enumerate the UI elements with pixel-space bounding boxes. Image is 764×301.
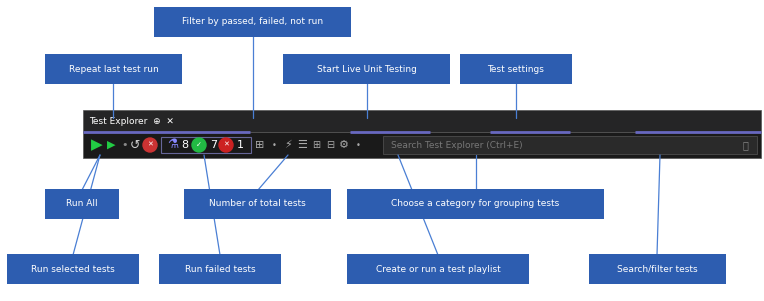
- Text: ☰: ☰: [297, 140, 307, 150]
- Text: Test Explorer  ⊕  ✕: Test Explorer ⊕ ✕: [89, 116, 174, 126]
- Text: Number of total tests: Number of total tests: [209, 200, 306, 209]
- Text: Start Live Unit Testing: Start Live Unit Testing: [316, 64, 416, 73]
- Text: Choose a category for grouping tests: Choose a category for grouping tests: [391, 200, 559, 209]
- Text: Repeat last test run: Repeat last test run: [69, 64, 158, 73]
- FancyBboxPatch shape: [460, 54, 572, 84]
- FancyBboxPatch shape: [83, 110, 761, 132]
- Text: Create or run a test playlist: Create or run a test playlist: [376, 265, 500, 274]
- Text: 🔍: 🔍: [742, 140, 748, 150]
- Text: ⊞: ⊞: [255, 140, 264, 150]
- Text: Run failed tests: Run failed tests: [185, 265, 255, 274]
- FancyBboxPatch shape: [83, 132, 761, 158]
- Text: ✕: ✕: [223, 142, 229, 148]
- Text: Search Test Explorer (Ctrl+E): Search Test Explorer (Ctrl+E): [391, 141, 523, 150]
- FancyBboxPatch shape: [283, 54, 450, 84]
- Text: 7: 7: [210, 140, 217, 150]
- FancyBboxPatch shape: [45, 54, 182, 84]
- Circle shape: [143, 138, 157, 152]
- Text: ↺: ↺: [130, 138, 141, 151]
- FancyBboxPatch shape: [45, 189, 119, 219]
- FancyBboxPatch shape: [347, 189, 604, 219]
- Text: Test settings: Test settings: [487, 64, 545, 73]
- Text: ⊟: ⊟: [326, 140, 334, 150]
- FancyBboxPatch shape: [159, 254, 281, 284]
- Circle shape: [219, 138, 233, 152]
- Text: ✕: ✕: [147, 142, 153, 148]
- Text: ⊞: ⊞: [312, 140, 320, 150]
- Text: 1: 1: [237, 140, 244, 150]
- FancyBboxPatch shape: [589, 254, 726, 284]
- FancyBboxPatch shape: [154, 7, 351, 37]
- FancyBboxPatch shape: [383, 136, 757, 154]
- Text: Run selected tests: Run selected tests: [31, 265, 115, 274]
- Text: •: •: [355, 141, 361, 150]
- Text: ▶: ▶: [91, 138, 102, 153]
- Text: ⚙: ⚙: [339, 140, 349, 150]
- Text: Search/filter tests: Search/filter tests: [617, 265, 698, 274]
- Text: •: •: [271, 141, 277, 150]
- FancyBboxPatch shape: [347, 254, 529, 284]
- Text: ✓: ✓: [196, 142, 202, 148]
- Text: ▶: ▶: [107, 140, 115, 150]
- Text: ⚡: ⚡: [284, 140, 292, 150]
- Text: 8: 8: [181, 140, 188, 150]
- FancyBboxPatch shape: [7, 254, 139, 284]
- FancyBboxPatch shape: [184, 189, 331, 219]
- Circle shape: [192, 138, 206, 152]
- Text: Filter by passed, failed, not run: Filter by passed, failed, not run: [182, 17, 323, 26]
- Text: Run All: Run All: [66, 200, 98, 209]
- Text: ⚗: ⚗: [167, 138, 178, 151]
- Text: •: •: [121, 140, 128, 150]
